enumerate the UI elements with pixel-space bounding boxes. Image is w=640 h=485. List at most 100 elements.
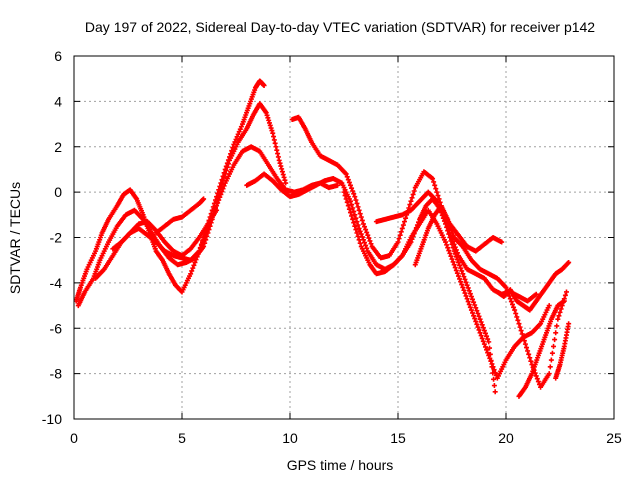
data-point bbox=[349, 185, 355, 191]
data-point bbox=[503, 284, 509, 290]
data-point bbox=[345, 177, 351, 183]
data-point bbox=[272, 140, 278, 146]
data-point bbox=[513, 311, 519, 317]
x-tick-label: 10 bbox=[282, 430, 298, 446]
data-point bbox=[461, 287, 467, 293]
data-point bbox=[527, 355, 533, 361]
data-point bbox=[553, 330, 559, 336]
data-point bbox=[524, 345, 530, 351]
data-point bbox=[552, 337, 558, 343]
data-point bbox=[566, 259, 572, 265]
data-point bbox=[466, 288, 472, 294]
data-point bbox=[516, 321, 522, 327]
data-point bbox=[201, 237, 207, 243]
data-point bbox=[482, 330, 488, 336]
data-point bbox=[447, 235, 453, 240]
data-point bbox=[223, 168, 229, 174]
data-point bbox=[508, 299, 514, 305]
data-point bbox=[398, 229, 404, 235]
data-point bbox=[220, 186, 226, 192]
data-point bbox=[357, 211, 363, 217]
data-point bbox=[352, 194, 358, 200]
y-tick-label: 0 bbox=[54, 184, 62, 200]
data-point bbox=[466, 301, 472, 307]
data-point bbox=[474, 308, 480, 314]
data-point bbox=[460, 271, 466, 277]
data-point bbox=[351, 208, 357, 214]
data-point bbox=[533, 291, 539, 297]
data-point bbox=[224, 164, 230, 170]
data-point bbox=[237, 126, 243, 132]
data-point bbox=[188, 271, 194, 277]
data-point bbox=[268, 125, 274, 131]
data-point bbox=[450, 245, 456, 251]
data-point bbox=[479, 335, 485, 341]
data-point bbox=[197, 245, 203, 251]
data-point bbox=[465, 285, 471, 291]
y-tick-label: -10 bbox=[42, 411, 62, 427]
data-point bbox=[410, 191, 416, 197]
data-point bbox=[488, 358, 494, 364]
data-point bbox=[443, 239, 449, 245]
data-point bbox=[484, 347, 490, 353]
x-tick-label: 0 bbox=[70, 430, 78, 446]
data-point bbox=[367, 238, 373, 244]
data-point bbox=[476, 313, 482, 319]
data-point bbox=[350, 205, 356, 211]
data-point bbox=[546, 371, 552, 377]
data-point bbox=[454, 270, 460, 276]
x-tick-label: 20 bbox=[498, 430, 514, 446]
y-tick-label: -2 bbox=[50, 230, 63, 246]
data-point bbox=[353, 197, 359, 203]
data-point bbox=[190, 265, 196, 271]
data-point bbox=[214, 207, 220, 213]
data-point bbox=[238, 124, 244, 130]
data-point bbox=[446, 248, 452, 254]
data-point bbox=[467, 304, 473, 310]
series-track-11 bbox=[494, 259, 572, 313]
data-point bbox=[397, 232, 403, 238]
data-point bbox=[234, 134, 240, 140]
data-point bbox=[457, 276, 463, 282]
data-point bbox=[335, 182, 341, 188]
data-point bbox=[360, 237, 366, 243]
data-point bbox=[445, 245, 451, 251]
data-point bbox=[512, 307, 518, 313]
data-point bbox=[215, 200, 221, 206]
data-point bbox=[551, 343, 557, 349]
data-point bbox=[275, 154, 281, 160]
data-point bbox=[520, 334, 526, 340]
y-tick-label: 2 bbox=[54, 139, 62, 155]
data-point bbox=[198, 242, 204, 248]
data-point bbox=[474, 321, 480, 327]
data-point bbox=[525, 348, 531, 354]
data-point bbox=[351, 191, 357, 197]
data-point bbox=[447, 250, 453, 256]
data-point bbox=[263, 110, 269, 116]
data-point bbox=[463, 293, 469, 299]
data-point bbox=[481, 341, 487, 347]
data-point bbox=[280, 172, 286, 178]
data-point bbox=[487, 351, 493, 357]
data-point bbox=[400, 222, 406, 228]
data-point bbox=[562, 292, 568, 298]
data-point bbox=[359, 234, 365, 240]
x-tick-label: 5 bbox=[178, 430, 186, 446]
series-track-12 bbox=[516, 298, 567, 399]
data-point bbox=[492, 389, 498, 395]
data-point bbox=[471, 313, 477, 319]
data-point bbox=[485, 350, 491, 356]
data-point bbox=[430, 176, 436, 182]
data-point bbox=[482, 344, 488, 350]
data-point bbox=[411, 188, 417, 194]
data-point bbox=[455, 273, 461, 279]
data-point bbox=[351, 220, 357, 226]
data-point bbox=[270, 130, 276, 136]
data-point bbox=[453, 254, 459, 260]
data-point bbox=[484, 333, 490, 339]
data-point bbox=[464, 296, 470, 302]
data-point bbox=[359, 217, 365, 223]
data-point bbox=[395, 239, 401, 245]
data-point bbox=[283, 180, 289, 186]
